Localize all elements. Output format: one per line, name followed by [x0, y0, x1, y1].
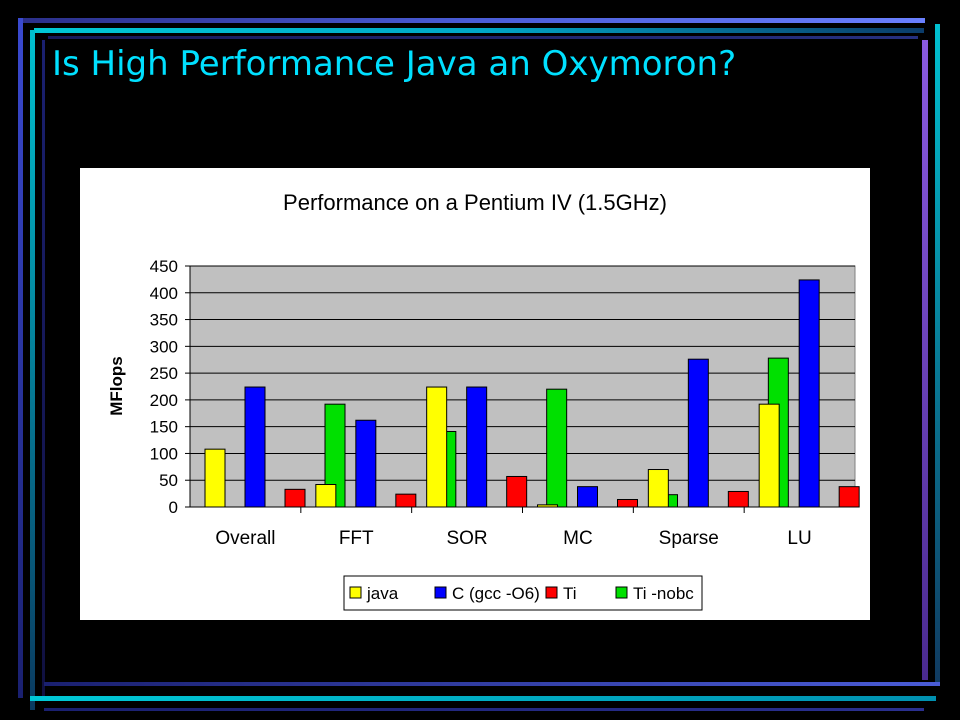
bar-c-gcc-o6--sparse: [687, 358, 709, 508]
y-tick-label: 450: [150, 257, 178, 276]
legend-label: java: [366, 584, 399, 603]
slide-title: Is High Performance Java an Oxymoron?: [52, 44, 737, 84]
bars: [204, 279, 860, 508]
legend-swatch: [349, 586, 362, 599]
y-tick-label: 0: [169, 498, 178, 517]
frame-stripe: [48, 36, 918, 39]
bar-c-gcc-o6--mc: [577, 486, 598, 508]
x-tick-label: Sparse: [659, 528, 719, 549]
bar-java-lu: [758, 403, 780, 508]
bar-ti-lu: [838, 486, 860, 508]
frame-stripe: [30, 30, 35, 710]
frame-stripe: [922, 40, 928, 680]
frame-stripe: [42, 40, 45, 700]
bar-ti-sor: [506, 475, 528, 508]
legend-swatch: [545, 586, 558, 599]
bar-c-gcc-o6--fft: [355, 419, 377, 508]
y-tick-label: 250: [150, 364, 178, 383]
bar-java-overall: [204, 448, 226, 508]
x-tick-label: SOR: [446, 528, 487, 549]
x-tick-label: FFT: [339, 528, 374, 549]
y-tick-label: 150: [150, 418, 178, 437]
y-tick-label: 50: [159, 471, 178, 490]
x-tick-label: MC: [563, 528, 593, 549]
y-axis-label: MFlops: [107, 356, 126, 416]
bar-c-gcc-o6--lu: [798, 279, 820, 508]
y-tick-label: 200: [150, 391, 178, 410]
bar-ti-sparse: [727, 490, 749, 508]
bar-ti-fft: [395, 493, 417, 508]
x-tick-label: LU: [787, 528, 811, 549]
bar-c-gcc-o6--overall: [244, 386, 266, 508]
y-tick-label: 400: [150, 284, 178, 303]
legend-box: [343, 575, 703, 611]
bar-chart: Performance on a Pentium IV (1.5GHz) 0 50…: [107, 190, 860, 611]
legend-swatch: [434, 586, 447, 599]
frame-stripe: [20, 18, 925, 23]
chart-panel: Performance on a Pentium IV (1.5GHz) 0 50…: [80, 168, 870, 620]
frame-stripe: [30, 696, 936, 701]
chart-title: Performance on a Pentium IV (1.5GHz): [283, 190, 667, 215]
legend-label: C (gcc -O6): [452, 584, 540, 603]
legend-swatch: [615, 586, 628, 599]
y-tick-label: 350: [150, 311, 178, 330]
bar-java-sparse: [647, 469, 669, 508]
frame-stripe: [44, 682, 940, 686]
bar-ti-overall: [284, 488, 306, 508]
axes: 0 50 100 150 200 250 300 350 400 450 Overall FFT SOR…: [150, 257, 855, 549]
frame-stripe: [18, 18, 23, 698]
plot-area: [189, 265, 856, 508]
frame-stripe: [34, 28, 924, 33]
y-tick-label: 300: [150, 337, 178, 356]
legend-label: Ti -nobc: [633, 584, 694, 603]
legend: java C (gcc -O6) Ti Ti -nobc: [343, 575, 703, 611]
bar-java-sor: [426, 386, 448, 508]
frame-stripe: [935, 24, 940, 684]
bar-c-gcc-o6--sor: [466, 386, 488, 508]
gridlines: [190, 265, 855, 481]
bar-java-fft: [315, 484, 337, 508]
y-tick-label: 100: [150, 444, 178, 463]
bar-ti-mc: [617, 499, 638, 508]
legend-label: Ti: [563, 584, 577, 603]
x-tick-label: Overall: [215, 528, 275, 549]
bar-ti-nobc-sor: [546, 388, 568, 508]
frame-stripe: [44, 708, 924, 711]
